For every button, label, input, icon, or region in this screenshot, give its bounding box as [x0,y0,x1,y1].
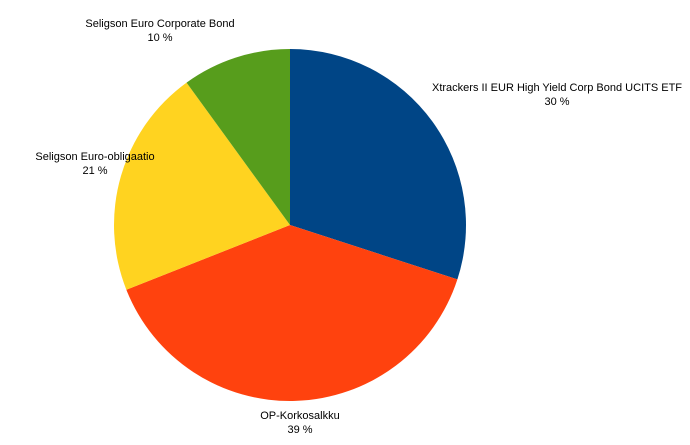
slice-label: Seligson Euro-obligaatio [35,151,154,163]
slice-value-label: 10 % [147,32,172,44]
pie-slice [113,82,290,290]
pie-slice [290,49,466,280]
slice-value-label: 21 % [82,165,107,177]
pie-slice [126,225,458,402]
pie-slice [186,49,290,225]
slice-label: OP-Korkosalkku [260,410,339,422]
slice-label: Xtrackers II EUR High Yield Corp Bond UC… [432,82,682,94]
slice-value-label: 30 % [544,96,569,108]
slice-label: Seligson Euro Corporate Bond [85,18,234,30]
slice-value-label: 39 % [287,424,312,436]
